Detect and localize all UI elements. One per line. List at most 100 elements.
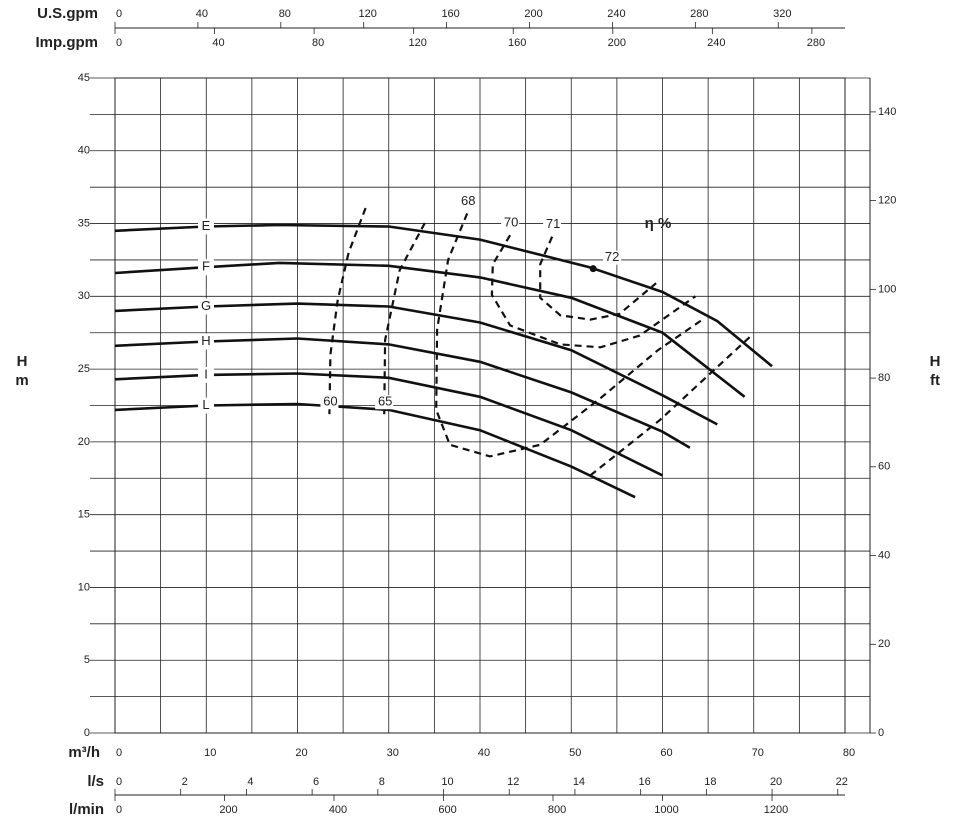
extra-axis-tick-label: 0 xyxy=(116,8,122,20)
y2-tick-label: 100 xyxy=(878,283,896,295)
extra-axis-tick-label: 0 xyxy=(116,776,122,788)
extra-axis-tick-label: 4 xyxy=(247,776,253,788)
x-tick-label: 0 xyxy=(116,747,122,759)
plot-frame xyxy=(114,77,846,734)
curve-label: H xyxy=(201,333,210,348)
y-tick-label: 0 xyxy=(84,727,90,739)
x-label: m³/h xyxy=(68,744,100,761)
x-tick-label: 10 xyxy=(204,747,216,759)
extra-axis-tick-label: 240 xyxy=(607,8,625,20)
extra-axis-tick-label: 18 xyxy=(704,776,716,788)
efficiency-label: 72 xyxy=(605,249,619,264)
extra-axis-tick-label: 8 xyxy=(379,776,385,788)
extra-axis-tick-label: 160 xyxy=(441,8,459,20)
extra-axis-name: Imp.gpm xyxy=(36,34,99,51)
y2-tick-label: 60 xyxy=(878,461,890,473)
pump-curve xyxy=(114,337,691,449)
extra-axis-tick-label: 600 xyxy=(438,804,456,816)
extra-axis-tick-label: 16 xyxy=(639,776,651,788)
efficiency-curve xyxy=(490,234,697,349)
efficiency-label-bg xyxy=(320,395,339,410)
efficiency-point xyxy=(589,265,597,273)
efficiency-label: 60 xyxy=(323,394,337,409)
x-tick-label: 80 xyxy=(843,747,855,759)
curve-label-bg xyxy=(198,366,214,383)
extra-axis-tick-label: 0 xyxy=(116,37,122,49)
extra-axis-tick-label: 80 xyxy=(312,37,324,49)
x-tick-label: 70 xyxy=(752,747,764,759)
y-tick-label: 40 xyxy=(78,145,90,157)
extra-axis-tick-label: 2 xyxy=(182,776,188,788)
y-tick-label: 45 xyxy=(78,72,90,84)
y-tick-label: 15 xyxy=(78,509,90,521)
efficiency-label-bg xyxy=(543,217,562,232)
extra-axis-tick-label: 320 xyxy=(773,8,791,20)
efficiency-label-bg xyxy=(603,250,622,265)
extra-axis-tick-label: 280 xyxy=(690,8,708,20)
y-tick-label: 35 xyxy=(78,217,90,229)
extra-axis-tick-label: 40 xyxy=(212,37,224,49)
extra-axis-name: l/s xyxy=(87,773,104,790)
extra-axis-tick-label: 200 xyxy=(608,37,626,49)
efficiency-label: 70 xyxy=(504,215,518,230)
curve-label: G xyxy=(201,298,211,313)
efficiency-label-bg xyxy=(375,395,394,410)
y-unit: m xyxy=(15,372,28,389)
curve-label-bg xyxy=(198,298,214,315)
y2-unit: ft xyxy=(930,372,940,389)
extra-axis-name: l/min xyxy=(69,801,104,818)
pump-curve xyxy=(114,223,773,368)
efficiency-label: 65 xyxy=(378,394,392,409)
y-tick-label: 25 xyxy=(78,363,90,375)
extra-axis-tick-label: 20 xyxy=(770,776,782,788)
extra-axis-tick-label: 80 xyxy=(279,8,291,20)
y-label: H xyxy=(17,353,28,370)
y2-tick-label: 20 xyxy=(878,638,890,650)
curve-label: F xyxy=(202,259,210,274)
extra-axis-tick-label: 10 xyxy=(441,776,453,788)
pump-curve xyxy=(114,402,636,499)
y2-tick-label: 140 xyxy=(878,106,896,118)
extra-axis-tick-label: 1200 xyxy=(764,804,788,816)
efficiency-curve xyxy=(383,221,754,477)
curve-label-bg xyxy=(198,397,214,414)
extra-axis-tick-label: 0 xyxy=(116,804,122,816)
curve-label: L xyxy=(202,397,209,412)
extra-axis-tick-label: 12 xyxy=(507,776,519,788)
x-tick-label: 60 xyxy=(660,747,672,759)
efficiency-label: 71 xyxy=(546,216,560,231)
extra-axis-tick-label: 22 xyxy=(836,776,848,788)
y2-tick-label: 0 xyxy=(878,727,884,739)
curve-label-bg xyxy=(198,333,214,350)
extra-axis-tick-label: 240 xyxy=(707,37,725,49)
extra-axis-tick-label: 6 xyxy=(313,776,319,788)
y-tick-label: 5 xyxy=(84,654,90,666)
efficiency-label-bg xyxy=(458,194,477,209)
x-tick-label: 50 xyxy=(569,747,581,759)
efficiency-label-bg xyxy=(501,216,520,231)
y2-tick-label: 40 xyxy=(878,549,890,561)
extra-axis-tick-label: 160 xyxy=(508,37,526,49)
extra-axis-tick-label: 200 xyxy=(524,8,542,20)
curve-label-bg xyxy=(198,259,214,276)
efficiency-label: 68 xyxy=(461,193,475,208)
y-tick-label: 20 xyxy=(78,436,90,448)
efficiency-curve xyxy=(328,204,368,415)
curve-label: I xyxy=(204,366,208,381)
extra-axis-tick-label: 800 xyxy=(548,804,566,816)
pump-curve xyxy=(114,261,746,398)
extra-axis-tick-label: 120 xyxy=(359,8,377,20)
extra-axis-tick-label: 200 xyxy=(219,804,237,816)
y2-tick-label: 120 xyxy=(878,195,896,207)
extra-axis-tick-label: 40 xyxy=(196,8,208,20)
y-tick-label: 10 xyxy=(78,581,90,593)
extra-axis-tick-label: 400 xyxy=(329,804,347,816)
extra-axis-name: U.S.gpm xyxy=(37,5,98,22)
extra-axis-tick-label: 14 xyxy=(573,776,585,788)
curve-label-bg xyxy=(198,218,214,235)
pump-curve xyxy=(114,302,718,426)
y2-label: H xyxy=(930,353,941,370)
y-tick-label: 30 xyxy=(78,290,90,302)
efficiency-curve xyxy=(435,212,706,458)
